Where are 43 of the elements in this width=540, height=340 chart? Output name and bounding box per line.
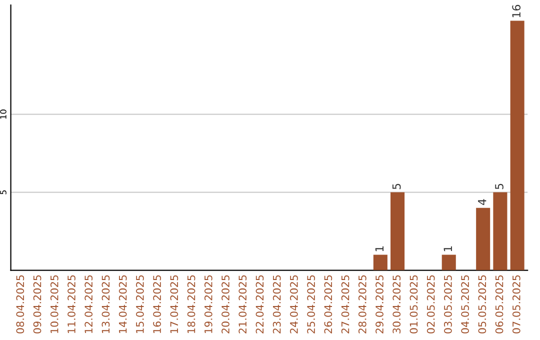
x-tick-label: 22.04.2025 (256, 275, 264, 334)
data-label: 16 (512, 4, 521, 18)
x-tick-label: 05.05.2025 (478, 275, 486, 334)
x-tick-label: 12.04.2025 (84, 275, 93, 333)
x-tick-label: 03.05.2025 (444, 275, 452, 334)
x-tick-label: 18.04.2025 (187, 275, 196, 333)
x-tick-label: 01.05.2025 (410, 275, 418, 334)
x-tick-label: 02.05.2025 (426, 275, 435, 334)
x-tick-label: 06.05.2025 (495, 275, 504, 334)
x-tick-label: 25.04.2025 (307, 275, 315, 334)
x-tick-label: 11.04.2025 (68, 275, 76, 333)
x-tick-label: 29.04.2025 (376, 275, 384, 334)
x-tick-label: 04.05.2025 (461, 275, 469, 334)
x-tick-label: 20.04.2025 (222, 275, 230, 334)
x-tick-label: 07.05.2025 (512, 275, 520, 334)
x-tick-label: 30.04.2025 (392, 275, 401, 334)
bar (373, 254, 388, 270)
x-tick-label: 23.04.2025 (272, 275, 281, 334)
bar (442, 254, 456, 270)
data-label: 1 (375, 246, 384, 252)
x-tick-label: 15.04.2025 (136, 275, 144, 333)
x-tick-label: 24.04.2025 (290, 275, 298, 334)
x-tick-label: 17.04.2025 (170, 275, 178, 333)
data-label: 5 (392, 184, 401, 190)
x-tick-label: 27.04.2025 (341, 275, 350, 334)
bar (390, 192, 405, 270)
x-tick-label: 19.04.2025 (204, 275, 212, 333)
data-label: 4 (478, 199, 486, 206)
bar (510, 20, 524, 270)
x-tick-label: 28.04.2025 (358, 275, 366, 334)
bar (476, 208, 490, 270)
y-tick-label: 10 (0, 110, 6, 119)
x-tick-label: 09.04.2025 (33, 275, 42, 334)
bar (493, 192, 508, 270)
x-tick-label: 13.04.2025 (102, 275, 110, 333)
x-tick-label: 16.04.2025 (153, 275, 161, 333)
x-tick-label: 10.04.2025 (50, 275, 58, 333)
x-tick-label: 14.04.2025 (118, 275, 127, 333)
x-tick-label: 08.04.2025 (16, 275, 24, 334)
data-label: 5 (495, 184, 504, 190)
x-tick-label: 21.04.2025 (238, 275, 247, 334)
x-tick-label: 26.04.2025 (324, 275, 332, 334)
data-label: 1 (444, 246, 452, 252)
